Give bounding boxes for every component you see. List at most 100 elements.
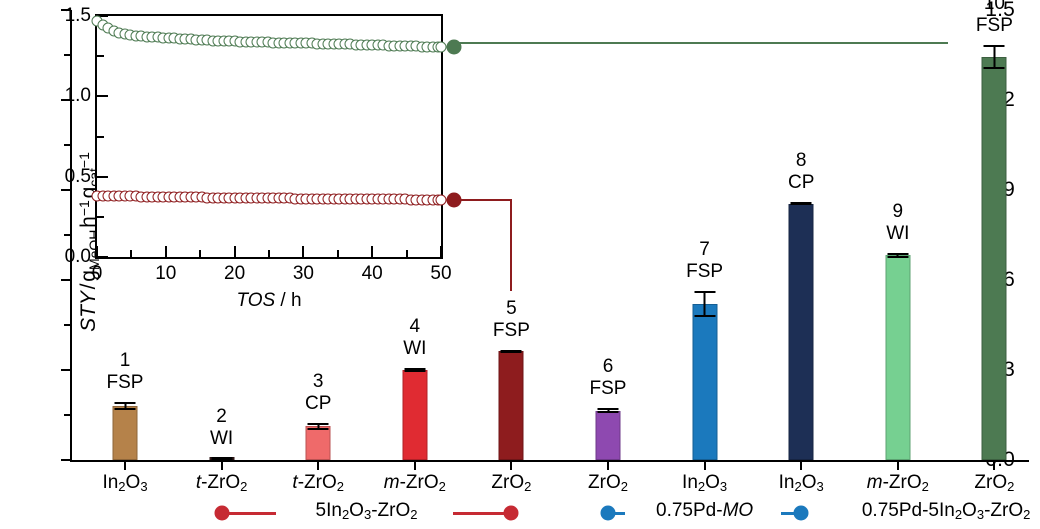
group-label-1: 5In2O3-ZrO2	[315, 500, 418, 522]
bar-10	[981, 56, 1007, 460]
inset-x-tick-minor	[268, 250, 270, 257]
inset-x-tick-minor	[405, 250, 408, 257]
group-line-right-2	[780, 512, 802, 515]
bar-number: 7	[699, 239, 710, 261]
bar-8	[788, 203, 814, 460]
x-axis-tick-label: m-ZrO2	[866, 472, 929, 494]
error-bar-3	[307, 423, 329, 430]
main-plot-area: 0.00.30.60.91.21.5 In2O3t-ZrO2t-ZrO2m-Zr…	[61, 0, 1029, 494]
inset-y-tick-label: 1.0	[64, 85, 91, 107]
x-axis-tick	[607, 460, 609, 470]
group-label-2: 0.75Pd-MO	[656, 500, 754, 521]
inset-marker	[435, 194, 447, 206]
inset-plot: 0.0 0.5 1.0 1.5 0 10 20 30 40 50 TOS / h	[65, 5, 452, 311]
inset-x-tick-label: 10	[155, 263, 177, 284]
inset-x-tick-label: 40	[361, 263, 383, 284]
x-axis-tick	[124, 460, 126, 470]
error-bar-10	[983, 44, 1005, 69]
group-dot-start-2	[600, 505, 616, 521]
inset-x-tick-major	[302, 246, 305, 257]
inset-x-tick-major	[440, 246, 442, 257]
inset-x-tick-label: 30	[292, 263, 314, 284]
x-axis-tick	[220, 460, 223, 470]
bar-method-label: FSP	[589, 378, 627, 400]
inset-x-tick-label: 20	[224, 263, 246, 284]
connector-horizontal-green	[454, 42, 949, 44]
x-axis-tick-label: t-ZrO2	[195, 472, 248, 494]
x-axis-tick-label: In2O3	[778, 472, 824, 494]
bar-6	[595, 410, 621, 460]
bar-annotation-1: 1 FSP	[107, 350, 144, 394]
inset-x-tick-minor	[336, 250, 339, 257]
error-bar-5	[500, 349, 522, 354]
x-axis-tick	[800, 460, 803, 470]
inset-y-tick-major	[97, 175, 108, 178]
bar-method-label: WI	[209, 427, 234, 449]
inset-x-axis-title: TOS / h	[236, 290, 302, 311]
group-line-left-2	[608, 512, 625, 515]
inset-y-tick-label: 0.0	[64, 246, 91, 267]
y-axis-tick-major	[61, 99, 70, 101]
y-axis-line	[70, 10, 72, 462]
bar-number: 5	[506, 297, 517, 319]
error-bar-8	[790, 201, 812, 206]
bar-number: 4	[409, 315, 421, 337]
inset-y-tick-label: 1.5	[64, 5, 91, 26]
y-axis-tick-label: 1.5	[985, 0, 1015, 21]
bar-5	[498, 351, 524, 460]
x-axis-tick-label: m-ZrO2	[383, 472, 446, 494]
inset-y-tick-minor	[97, 55, 104, 58]
bar-number: 10	[983, 0, 1005, 14]
x-axis-tick	[703, 460, 706, 470]
bar-annotation-7: 7 FSP	[686, 239, 723, 283]
connector-vertical-green	[454, 42, 456, 48]
bar-9	[885, 255, 911, 460]
x-axis-tick	[510, 460, 513, 470]
bar-method-label: WI	[886, 222, 910, 244]
inset-y-tick-minor	[97, 215, 104, 218]
bar-annotation-8: 8 CP	[788, 150, 814, 194]
bar-annotation-3: 3 CP	[305, 371, 331, 415]
inset-x-tick-major	[96, 246, 98, 257]
bar-annotation-10: 10 FSP	[976, 0, 1013, 37]
y-axis-tick-major	[61, 369, 70, 371]
bar-3	[305, 426, 331, 460]
bar-annotation-5: 5 FSP	[493, 298, 530, 342]
bar-number: 9	[892, 200, 904, 222]
inset-x-tick-minor	[130, 250, 133, 257]
bar-annotation-9: 9 WI	[886, 201, 909, 245]
x-axis-tick-label: In2O3	[682, 472, 728, 494]
bar-4	[402, 369, 428, 460]
error-bar-7	[694, 291, 716, 317]
y-axis-tick-minor	[64, 234, 70, 236]
x-axis-tick-label: ZrO2	[974, 472, 1015, 494]
group-line-left-1	[221, 512, 277, 515]
inset-y-tick-major	[97, 256, 108, 258]
error-bar-6	[597, 408, 619, 413]
error-bar-4	[404, 367, 426, 372]
bar-number: 6	[602, 356, 614, 378]
x-axis-tick	[413, 460, 416, 470]
bar-annotation-4: 4 WI	[403, 316, 426, 360]
group-label-3: 0.75Pd-5In2O3-ZrO2	[861, 500, 1031, 522]
bar-7	[692, 304, 718, 460]
connector-horizontal-red	[454, 198, 512, 201]
x-axis-tick	[993, 460, 996, 470]
y-axis-tick-major	[61, 189, 70, 191]
inset-y-tick-major	[97, 15, 108, 17]
inset-x-title-italic: TOS	[236, 290, 276, 311]
inset-x-tick-label: 0	[91, 263, 103, 284]
y-axis-tick-minor	[64, 54, 70, 56]
inset-x-tick-major	[233, 246, 236, 257]
group-line-right-1	[452, 512, 512, 515]
bar-method-label: FSP	[686, 261, 724, 283]
bar-method-label: FSP	[975, 14, 1013, 36]
bar-number: 2	[216, 405, 227, 427]
bar-method-label: FSP	[492, 319, 530, 341]
inset-x-tick-minor	[199, 250, 202, 257]
inset-frame	[95, 14, 443, 259]
connector-vertical-red	[510, 198, 513, 291]
x-axis-tick-label: ZrO2	[588, 472, 628, 494]
error-bar-9	[887, 252, 909, 259]
